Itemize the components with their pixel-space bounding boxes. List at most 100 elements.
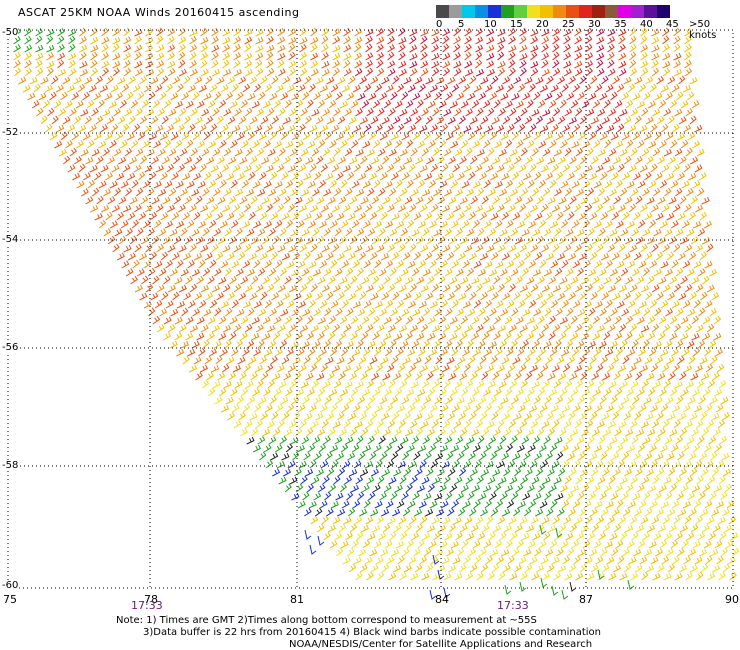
wind-barb xyxy=(649,299,658,309)
wind-barb xyxy=(68,43,76,53)
wind-barb xyxy=(450,220,459,229)
wind-barb xyxy=(661,164,670,173)
wind-barb xyxy=(613,235,622,245)
wind-barb xyxy=(603,99,611,109)
wind-barb xyxy=(145,44,154,53)
wind-barb xyxy=(639,124,648,133)
wind-barb xyxy=(299,27,307,37)
wind-barb xyxy=(137,171,146,181)
wind-barb xyxy=(219,179,227,189)
wind-barb xyxy=(187,259,195,269)
wind-barb xyxy=(664,228,673,237)
wind-barb xyxy=(415,523,424,533)
wind-barb xyxy=(669,99,678,109)
wind-barb xyxy=(585,27,593,37)
wind-barb xyxy=(424,547,432,557)
wind-barb xyxy=(507,460,516,469)
wind-barb xyxy=(490,355,498,365)
wind-barb xyxy=(722,563,731,573)
wind-barb xyxy=(532,228,541,237)
wind-barb xyxy=(134,60,143,69)
wind-barb xyxy=(252,140,260,149)
wind-barb xyxy=(421,147,429,157)
wind-barb xyxy=(647,387,656,397)
wind-barb xyxy=(235,227,243,237)
wind-barb xyxy=(429,500,438,509)
wind-barb xyxy=(334,339,343,349)
wind-barb xyxy=(299,244,308,253)
wind-barb xyxy=(364,364,373,373)
wind-barb xyxy=(296,139,304,149)
wind-barb xyxy=(465,476,474,485)
wind-barb xyxy=(425,563,434,573)
wind-barb xyxy=(269,308,277,317)
wind-barb xyxy=(519,59,527,69)
wind-barb xyxy=(397,363,406,373)
wind-barb xyxy=(408,556,417,565)
wind-barb xyxy=(399,572,408,581)
wind-barb xyxy=(296,179,304,189)
wind-barb xyxy=(689,412,698,421)
wind-barb xyxy=(283,156,291,165)
wind-barb xyxy=(341,299,350,309)
wind-barb xyxy=(225,91,233,101)
wind-barb xyxy=(453,283,462,293)
wind-barb xyxy=(612,508,620,517)
wind-barb xyxy=(233,43,241,53)
wind-barb xyxy=(386,204,395,213)
wind-barb xyxy=(626,540,635,549)
wind-barb xyxy=(508,324,517,333)
wind-barb xyxy=(371,236,380,245)
wind-barb xyxy=(709,396,718,405)
wind-barb xyxy=(448,156,456,165)
wind-barb xyxy=(620,187,628,197)
wind-barb xyxy=(473,84,482,93)
wind-barb xyxy=(433,228,442,237)
wind-barb xyxy=(196,316,205,325)
wind-barb xyxy=(331,459,339,469)
wind-barb xyxy=(184,195,193,205)
wind-barb xyxy=(519,419,528,429)
wind-barb xyxy=(494,180,503,189)
wind-barb xyxy=(390,91,398,101)
wind-barb xyxy=(537,99,546,109)
wind-barb xyxy=(553,379,562,389)
wind-barb xyxy=(642,532,650,541)
wind-barb xyxy=(260,412,269,421)
wind-barb xyxy=(513,507,521,517)
wind-barb xyxy=(153,219,162,229)
wind-barb xyxy=(578,355,586,365)
wind-barb xyxy=(266,67,275,77)
wind-barb xyxy=(421,108,429,117)
wind-barb xyxy=(388,187,397,197)
wind-barb xyxy=(559,316,568,325)
wind-barb xyxy=(662,323,671,333)
wind-barb xyxy=(391,548,400,557)
wind-barb xyxy=(336,452,345,461)
wind-barb xyxy=(209,84,218,93)
wind-barb xyxy=(233,59,241,69)
wind-barb xyxy=(426,156,435,165)
wind-barb xyxy=(226,172,235,181)
wind-barb xyxy=(714,540,723,549)
wind-barb xyxy=(404,523,413,533)
wind-barb xyxy=(600,171,608,181)
wind-barb xyxy=(376,36,385,45)
wind-barb xyxy=(484,403,493,413)
wind-barb xyxy=(626,139,634,149)
wind-barb xyxy=(370,508,379,517)
wind-barb xyxy=(323,531,331,541)
wind-barb xyxy=(591,372,600,381)
wind-barb xyxy=(352,500,361,509)
wind-barb xyxy=(444,340,453,349)
wind-barb xyxy=(706,284,715,293)
wind-barb xyxy=(190,147,198,157)
wind-barb xyxy=(180,227,188,237)
wind-barb xyxy=(314,355,322,365)
wind-barb xyxy=(272,373,281,381)
wind-barb xyxy=(692,220,702,229)
wind-barb xyxy=(647,485,657,493)
wind-barb xyxy=(256,147,265,157)
wind-barb xyxy=(640,51,648,61)
wind-barb xyxy=(242,348,250,357)
